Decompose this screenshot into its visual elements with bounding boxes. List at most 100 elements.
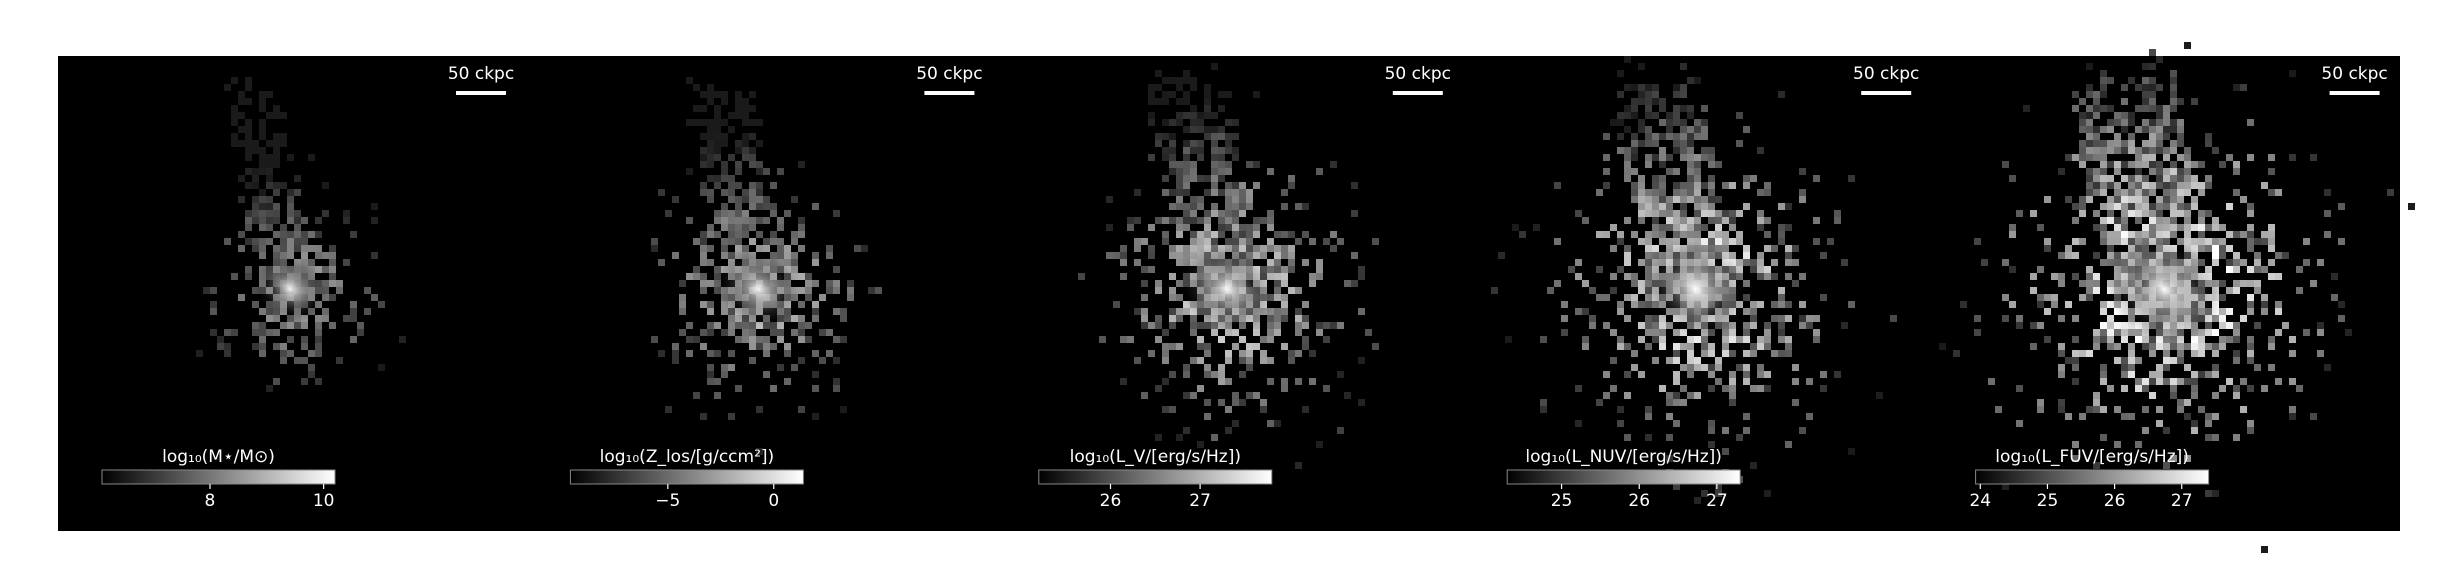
pixel <box>2296 266 2303 273</box>
pixel <box>1603 294 1610 301</box>
pixel <box>2254 252 2261 259</box>
pixel <box>1204 105 1211 112</box>
pixel <box>2261 301 2268 308</box>
pixel <box>1246 224 1253 231</box>
pixel <box>1631 196 1638 203</box>
pixel <box>2142 154 2149 161</box>
pixel <box>224 350 231 357</box>
pixel <box>1820 385 1827 392</box>
pixel <box>686 350 693 357</box>
pixel <box>875 287 882 294</box>
pixel <box>1176 434 1183 441</box>
pixel <box>756 336 763 343</box>
pixel <box>1260 217 1267 224</box>
pixel <box>1274 322 1281 329</box>
pixel <box>2198 224 2205 231</box>
pixel <box>2135 336 2142 343</box>
pixel <box>1239 238 1246 245</box>
pixel <box>1288 350 1295 357</box>
pixel <box>231 140 238 147</box>
pixel <box>2135 126 2142 133</box>
pixel <box>1729 217 1736 224</box>
pixel <box>1183 364 1190 371</box>
pixel <box>1204 126 1211 133</box>
pixel <box>231 77 238 84</box>
pixel <box>273 105 280 112</box>
pixel <box>1757 343 1764 350</box>
pixel <box>2065 154 2072 161</box>
pixel <box>1694 161 1701 168</box>
pixel <box>350 301 357 308</box>
pixel <box>2205 133 2212 140</box>
pixel <box>1309 378 1316 385</box>
pixel <box>714 140 721 147</box>
pixel <box>735 224 742 231</box>
pixel <box>721 91 728 98</box>
pixel <box>1715 224 1722 231</box>
pixel <box>1211 182 1218 189</box>
pixel <box>1295 378 1302 385</box>
pixel <box>371 203 378 210</box>
pixel <box>756 217 763 224</box>
pixel <box>2114 119 2121 126</box>
pixel <box>1694 336 1701 343</box>
pixel <box>2135 147 2142 154</box>
pixel <box>2240 84 2247 91</box>
pixel <box>1680 343 1687 350</box>
pixel <box>763 217 770 224</box>
pixel <box>1183 224 1190 231</box>
pixel <box>2170 147 2177 154</box>
pixel <box>273 133 280 140</box>
pixel <box>371 294 378 301</box>
pixel <box>721 245 728 252</box>
pixel <box>1162 189 1169 196</box>
pixel <box>2128 175 2135 182</box>
pixel <box>2226 259 2233 266</box>
pixel <box>742 140 749 147</box>
pixel <box>301 336 308 343</box>
pixel <box>1589 315 1596 322</box>
pixel <box>2100 378 2107 385</box>
pixel <box>259 350 266 357</box>
pixel <box>1232 420 1239 427</box>
pixel <box>1211 147 1218 154</box>
pixel <box>2156 210 2163 217</box>
pixel <box>259 245 266 252</box>
pixel <box>280 231 287 238</box>
pixel <box>1764 490 1771 497</box>
pixel <box>1190 322 1197 329</box>
pixel <box>749 329 756 336</box>
pixel <box>2100 140 2107 147</box>
pixel <box>1645 231 1652 238</box>
pixel <box>2128 210 2135 217</box>
pixel <box>686 273 693 280</box>
pixel <box>735 217 742 224</box>
pixel <box>1281 315 1288 322</box>
pixel <box>1218 91 1225 98</box>
pixel <box>1162 329 1169 336</box>
pixel <box>2233 350 2240 357</box>
pixel <box>2065 413 2072 420</box>
pixel <box>1708 161 1715 168</box>
pixel <box>2100 371 2107 378</box>
pixel <box>1666 413 1673 420</box>
pixel <box>308 364 315 371</box>
pixel <box>1162 119 1169 126</box>
pixel <box>714 231 721 238</box>
pixel <box>2114 112 2121 119</box>
pixel <box>1729 336 1736 343</box>
pixel <box>2100 182 2107 189</box>
pixel <box>1141 308 1148 315</box>
pixel <box>728 210 735 217</box>
pixel <box>714 378 721 385</box>
pixel <box>1631 294 1638 301</box>
pixel <box>1659 385 1666 392</box>
pixel <box>2142 126 2149 133</box>
pixel <box>2149 161 2156 168</box>
pixel <box>1575 259 1582 266</box>
pixel <box>259 98 266 105</box>
pixel <box>1981 259 1988 266</box>
pixel <box>1120 245 1127 252</box>
pixel <box>672 343 679 350</box>
pixel <box>2121 126 2128 133</box>
